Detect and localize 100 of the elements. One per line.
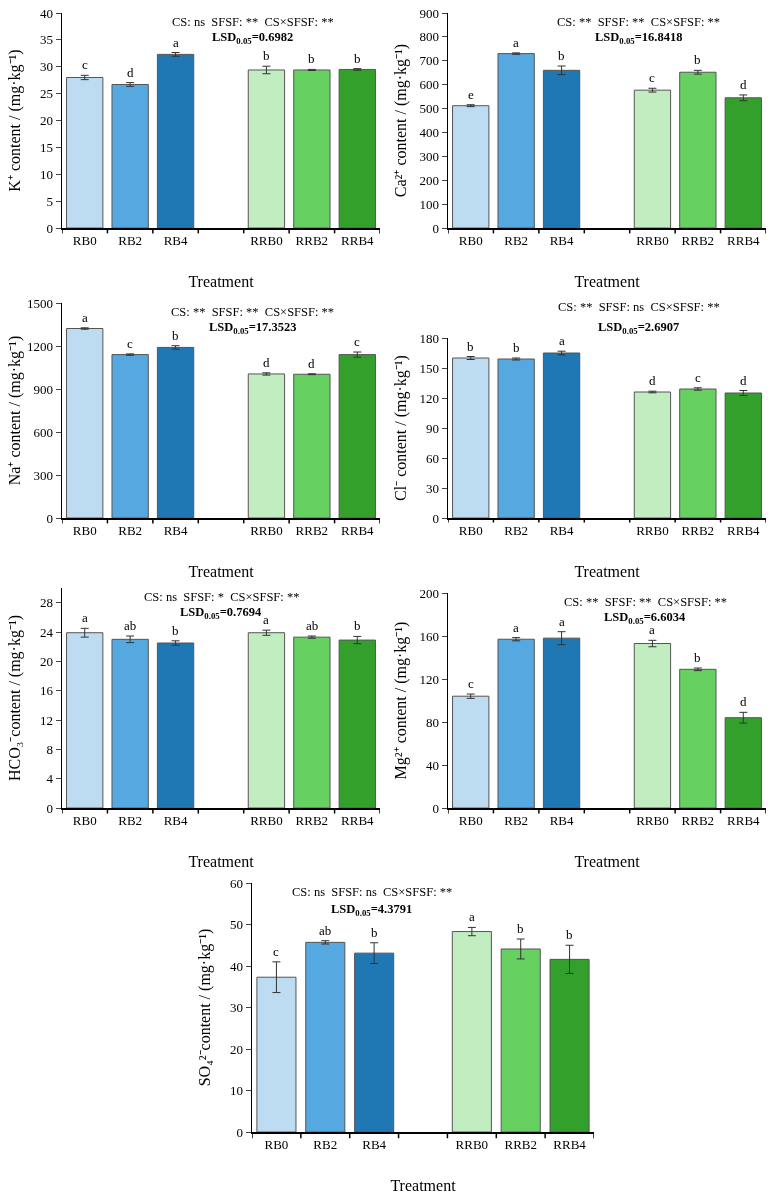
y-tick-label: 10	[39, 166, 53, 182]
x-tick-label: RB4	[549, 233, 574, 249]
x-tick-label: RB4	[163, 813, 188, 829]
bar	[452, 695, 490, 808]
y-tick-label: 1200	[26, 338, 53, 354]
annotation: LSD$_{0.05}$=4.3791	[331, 902, 413, 918]
data-label: b	[467, 339, 474, 354]
x-tick-label: RRB0	[636, 233, 669, 249]
bar	[66, 328, 104, 518]
x-axis-title: Treatment	[188, 562, 255, 580]
x-tick-label: RRB0	[250, 813, 283, 829]
x-tick-label: RRB4	[553, 1137, 587, 1153]
data-label: d	[740, 694, 747, 709]
x-tick-label: RB4	[549, 813, 574, 829]
bar	[156, 53, 195, 228]
y-tick-label: 180	[419, 330, 439, 346]
bar	[338, 354, 376, 518]
data-label: c	[354, 334, 360, 349]
y-tick-label: 200	[419, 172, 439, 188]
y-tick-label: 80	[425, 714, 439, 730]
x-tick-label: RB0	[458, 813, 483, 829]
y-tick-label: 25	[39, 86, 53, 102]
x-tick-label: RRB4	[341, 813, 375, 829]
y-tick-label: 900	[419, 5, 439, 21]
y-tick-label: 800	[419, 29, 439, 45]
y-tick-label: 0	[46, 510, 53, 526]
annotation: CS: ** SFSF: ** CS×SFSF: **	[171, 305, 335, 319]
bar	[247, 373, 286, 518]
data-label: b	[354, 51, 361, 66]
x-tick-label: RRB2	[504, 1137, 537, 1153]
data-label: d	[740, 77, 747, 92]
x-tick-label: RB2	[118, 233, 143, 249]
y-tick-label: 12	[39, 712, 53, 728]
data-label: c	[695, 370, 701, 385]
x-axis-title: Treatment	[574, 272, 641, 290]
data-label: b	[371, 925, 378, 940]
data-label: c	[649, 70, 655, 85]
data-label: a	[82, 610, 88, 625]
data-label: ab	[124, 618, 137, 633]
bar	[497, 53, 535, 228]
y-tick-label: 1500	[26, 295, 53, 311]
y-tick-label: 35	[39, 32, 53, 48]
bar	[111, 354, 149, 518]
bar	[724, 97, 762, 228]
x-tick-label: RRB2	[681, 523, 715, 539]
y-tick-label: 20	[39, 113, 53, 129]
y-tick-label: 200	[419, 585, 439, 601]
data-label: d	[308, 356, 315, 371]
annotation: CS: ns SFSF: ns CS×SFSF: **	[292, 885, 453, 899]
bar	[542, 69, 581, 228]
y-tick-label: 0	[46, 800, 53, 816]
y-tick-label: 90	[425, 420, 439, 436]
data-label: e	[468, 87, 474, 102]
y-tick-label: 700	[419, 53, 439, 69]
bar	[633, 391, 672, 518]
bar	[542, 352, 581, 518]
y-tick-label: 5	[46, 193, 53, 209]
y-tick-label: 160	[419, 628, 439, 644]
data-label: ab	[306, 618, 319, 633]
data-label: ab	[319, 923, 332, 938]
x-axis-title: Treatment	[188, 272, 255, 290]
x-tick-label: RRB0	[455, 1137, 489, 1153]
y-tick-label: 150	[419, 360, 439, 376]
data-label: b	[263, 48, 270, 63]
bar	[111, 83, 149, 228]
bar	[542, 637, 581, 808]
x-tick-label: RRB2	[295, 233, 329, 249]
bar	[500, 948, 541, 1132]
x-tick-label: RB2	[504, 813, 529, 829]
x-tick-label: RB0	[72, 523, 97, 539]
y-tick-label: 60	[229, 875, 243, 891]
x-tick-label: RB0	[264, 1137, 289, 1153]
x-tick-label: RB4	[163, 523, 188, 539]
bar	[247, 69, 286, 228]
x-tick-label: RB2	[118, 813, 143, 829]
y-tick-label: 500	[419, 101, 439, 117]
data-label: b	[172, 328, 179, 343]
x-tick-label: RB2	[504, 523, 529, 539]
y-tick-label: 300	[33, 467, 53, 483]
data-label: a	[559, 614, 565, 629]
y-tick-label: 40	[425, 757, 439, 773]
x-axis-title: Treatment	[574, 562, 641, 580]
y-tick-label: 900	[33, 381, 53, 397]
bar	[633, 643, 672, 808]
y-tick-label: 30	[425, 480, 439, 496]
x-axis-title: Treatment	[390, 1176, 457, 1194]
y-tick-label: 120	[419, 390, 439, 406]
x-tick-label: RRB4	[727, 813, 761, 829]
data-label: c	[82, 57, 88, 72]
y-tick-label: 40	[39, 5, 53, 21]
data-label: c	[468, 676, 474, 691]
annotation: LSD$_{0.05}$=16.8418	[595, 30, 683, 46]
y-tick-label: 8	[46, 741, 53, 757]
y-tick-label: 60	[425, 450, 439, 466]
x-tick-label: RRB2	[295, 813, 329, 829]
data-label: a	[513, 620, 519, 635]
bar	[156, 346, 195, 518]
data-label: b	[354, 618, 361, 633]
x-tick-label: RB4	[163, 233, 188, 249]
y-axis-title: Ca²⁺ content / (mg·kg⁻¹)	[391, 43, 410, 198]
